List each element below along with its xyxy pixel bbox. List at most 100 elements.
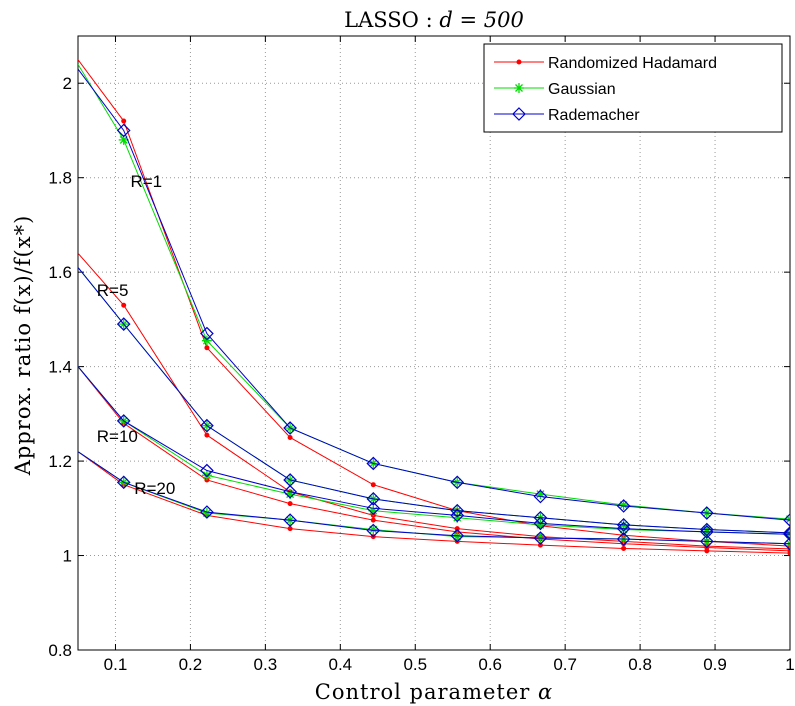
y-tick-label: 1: [63, 547, 72, 566]
series-line: [78, 252, 790, 550]
data-point: [366, 456, 381, 471]
x-tick-label: 1: [785, 655, 794, 674]
x-tick-label: 0.1: [104, 655, 128, 674]
data-point: [366, 501, 381, 516]
series-line: [78, 366, 790, 552]
y-axis-label: Approx. ratio f(x)/f(x*): [11, 215, 35, 477]
data-point: [450, 475, 465, 490]
legend-label: Randomized Hadamard: [548, 55, 717, 72]
star-stroke: [786, 542, 790, 548]
x-tick-label: 0.8: [628, 655, 652, 674]
data-point: [200, 505, 214, 519]
data-point: [783, 513, 790, 527]
data-point: [116, 317, 131, 331]
x-axis-label-text: Control parameter: [315, 680, 538, 704]
data-point: [283, 484, 297, 499]
data-point: [121, 118, 127, 124]
series-randomized-hadamard: [78, 59, 790, 556]
curve-annotation: R=10: [97, 427, 138, 446]
plot-frame: [77, 35, 791, 651]
data-point: [699, 534, 714, 549]
data-point: [621, 545, 627, 551]
data-point: [787, 550, 790, 556]
y-tick-label: 1.4: [48, 358, 72, 377]
star-stroke: [786, 530, 790, 536]
x-tick-label: 0.7: [553, 655, 577, 674]
data-point: [699, 525, 714, 539]
y-tick-label: 0.8: [48, 641, 72, 660]
series-line: [78, 267, 790, 534]
data-point: [121, 302, 127, 308]
data-point: [783, 536, 790, 551]
legend: Randomized Hadamard Gaussian Rademacher: [483, 43, 783, 133]
x-tick-label: 0.6: [478, 655, 502, 674]
data-point: [283, 513, 297, 527]
y-tick-label: 1.6: [48, 263, 72, 282]
series-line: [78, 64, 790, 520]
data-point: [783, 526, 790, 540]
data-point: [200, 326, 214, 341]
series-line: [78, 68, 790, 521]
star-stroke: [202, 336, 211, 345]
chart-title: LASSO : d = 500: [344, 8, 524, 32]
curve-annotation: R=20: [134, 479, 175, 498]
data-point: [450, 503, 465, 518]
y-tick-label: 2: [63, 74, 72, 93]
data-point: [616, 499, 631, 513]
data-point: [533, 489, 548, 504]
data-point: [283, 421, 297, 435]
data-point: [287, 501, 293, 507]
data-point: [512, 107, 526, 121]
data-point: [616, 532, 631, 546]
data-point: [370, 517, 376, 523]
data-point: [450, 528, 465, 543]
data-point: [516, 59, 522, 65]
series-line: [78, 451, 790, 545]
data-point: [287, 434, 293, 440]
data-point: [616, 521, 631, 536]
chart-title-text: LASSO :: [344, 8, 439, 32]
chart-title-math: d = 500: [439, 8, 523, 32]
star-stroke: [786, 531, 790, 537]
x-tick-label: 0.9: [703, 655, 727, 674]
data-point: [616, 517, 631, 532]
data-point: [116, 414, 131, 428]
data-point: [200, 418, 214, 433]
data-point: [287, 526, 293, 532]
data-point: [533, 516, 548, 531]
series-gaussian: [78, 64, 790, 549]
curve-annotation: R=1: [130, 172, 162, 191]
x-tick-label: 0.2: [179, 655, 203, 674]
y-tick-label: 1.8: [48, 169, 72, 188]
data-point: [366, 523, 381, 538]
series-rademacher: [78, 68, 790, 551]
star-stroke: [202, 471, 211, 480]
data-point: [201, 335, 212, 346]
data-point: [704, 548, 710, 554]
data-point: [201, 470, 212, 481]
data-point: [537, 542, 543, 548]
series-line: [78, 59, 790, 547]
series-line: [78, 451, 790, 554]
x-axis-label: Control parameter α: [315, 680, 553, 704]
legend-label: Rademacher: [548, 107, 640, 124]
curve-annotation: R=5: [97, 281, 129, 300]
star-stroke: [786, 518, 790, 524]
star-stroke: [515, 84, 523, 92]
data-point: [514, 83, 524, 93]
y-tick-label: 1.2: [48, 452, 72, 471]
star-stroke: [786, 539, 790, 545]
data-point: [370, 482, 376, 488]
x-axis-label-symbol: α: [538, 680, 553, 704]
x-tick-label: 0.3: [254, 655, 278, 674]
data-point: [366, 492, 381, 506]
data-point: [783, 527, 790, 542]
data-point: [699, 506, 714, 520]
data-point: [204, 345, 210, 351]
data-point: [204, 432, 210, 438]
star-stroke: [119, 135, 128, 144]
x-tick-label: 0.5: [403, 655, 427, 674]
series-line: [78, 366, 790, 535]
data-point: [116, 475, 131, 490]
